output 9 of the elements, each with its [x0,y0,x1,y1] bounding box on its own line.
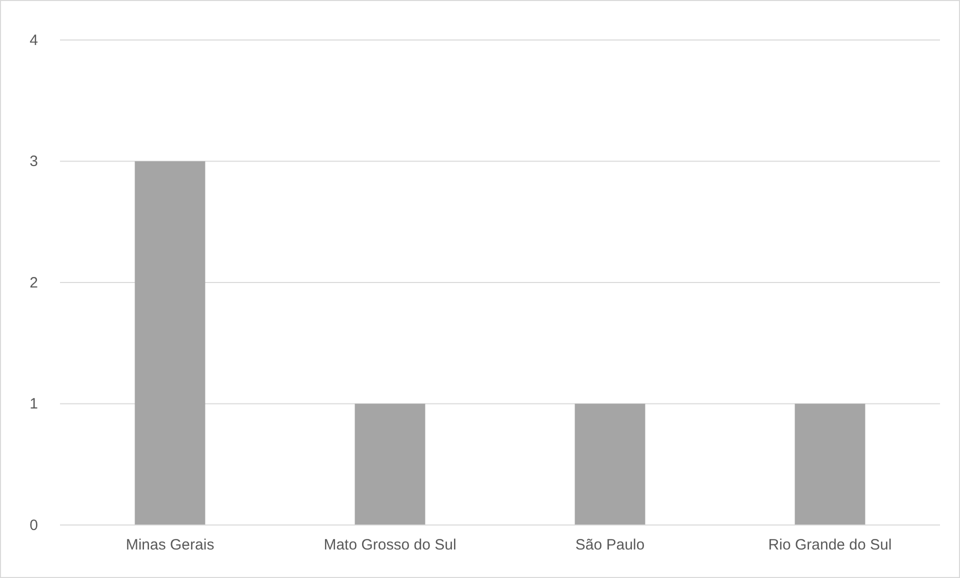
x-tick-label: São Paulo [575,536,645,554]
y-tick-label: 0 [30,516,38,534]
y-tick-label: 2 [30,274,38,292]
x-tick-label: Mato Grosso do Sul [324,536,456,554]
x-tick-label: Minas Gerais [126,536,214,554]
y-tick-label: 1 [30,396,38,413]
y-tick-label: 4 [30,32,38,49]
x-tick-label: Rio Grande do Sul [768,536,892,554]
y-tick-label: 3 [30,153,38,170]
